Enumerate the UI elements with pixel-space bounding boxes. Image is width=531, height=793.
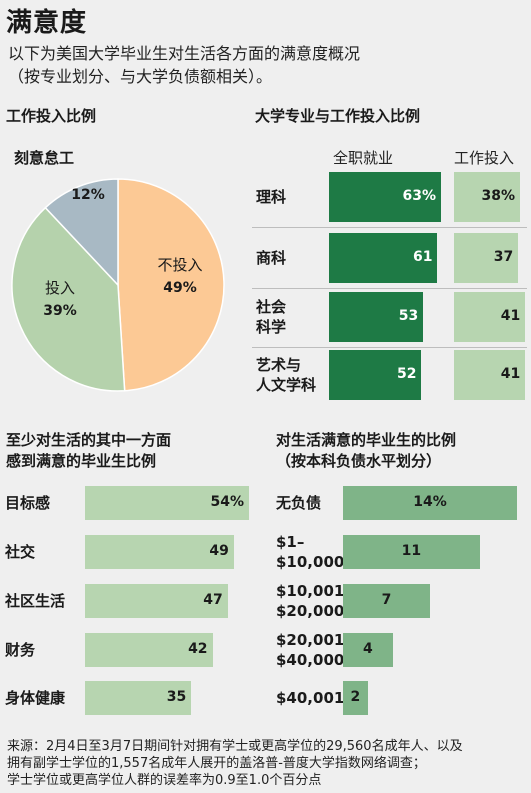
aspects-bar-value: 42	[188, 641, 208, 657]
debt-bar-value: 2	[350, 689, 361, 705]
major-bar-engaged-value: 38%	[481, 188, 515, 204]
aspects-bar	[85, 681, 192, 715]
major-bar-fulltime-value: 52	[396, 366, 417, 382]
major-bar-fulltime	[329, 292, 424, 342]
debt-chart-title: 对生活满意的毕业生的比例 （按本科负债水平划分）	[276, 430, 456, 472]
debt-row-label: $20,001– $40,000	[276, 630, 352, 670]
major-row-label: 商科	[256, 248, 286, 268]
major-row-divider	[252, 227, 527, 228]
aspects-bar	[85, 633, 213, 667]
aspects-bar-value: 47	[203, 592, 223, 608]
debt-row-label: $40,001+	[276, 688, 357, 708]
debt-row-label-line: $20,001–	[276, 631, 352, 649]
subtitle: 以下为美国大学毕业生对生活各方面的满意度概况 （按专业划分、与大学负债额相关）。	[8, 42, 523, 88]
pie-slice	[117, 178, 225, 392]
debt-row-label-line: $40,000	[276, 651, 345, 669]
pie-slice	[44, 178, 119, 287]
pie-slice-label: 投入	[45, 279, 75, 297]
subtitle-line-1: 以下为美国大学毕业生对生活各方面的满意度概况	[8, 44, 361, 63]
major-row-label: 艺术与 人文学科	[256, 355, 316, 395]
debt-row-label: $10,001– $20,000	[276, 581, 352, 621]
aspects-title-line-2: 感到满意的毕业生比例	[6, 452, 157, 470]
major-chart: 全职就业 工作投入理科 63% 38% 商科 61 37 社会科学 53 41 艺术与人文学科 52 4…	[252, 149, 527, 400]
major-bar-engaged-value: 41	[500, 366, 521, 382]
pie-slice	[11, 206, 126, 392]
major-bar-fulltime-value: 61	[412, 249, 433, 265]
debt-bar-value: 14%	[413, 494, 447, 510]
aspects-chart-title: 至少对生活的其中一方面 感到满意的毕业生比例	[6, 430, 171, 472]
major-bar-engaged	[454, 292, 526, 342]
major-row-label-line: 理科	[256, 188, 287, 206]
debt-row-label-line: $20,000	[276, 602, 345, 620]
major-row-label: 社会 科学	[256, 297, 286, 337]
major-row-label-line: 科学	[256, 318, 287, 336]
major-row-label-line: 社会	[256, 298, 287, 316]
pie-slice-value: 12%	[71, 187, 105, 203]
debt-row-label: 无负债	[276, 493, 321, 513]
aspects-row-label: 社区生活	[5, 592, 66, 610]
debt-chart: 无负债 14% $1– $10,000 11 $10,001– $20,000 7 $20,00…	[276, 486, 517, 715]
source-line-3: 学士学位或更高学位人群的误差率为0.9至1.0个百分点	[7, 773, 322, 788]
aspects-bar	[85, 486, 249, 520]
debt-bar	[343, 486, 517, 520]
debt-row-label-line: $1–	[276, 533, 305, 551]
pie-slice-label: 刻意怠工	[14, 149, 74, 167]
major-col-header: 全职就业	[333, 149, 394, 167]
major-col-header: 工作投入	[454, 149, 515, 167]
debt-bar-value: 11	[401, 543, 422, 559]
debt-bar	[343, 584, 430, 618]
source-note: 来源：2月4日至3月7日期间针对拥有学士或更高学位的29,560名成年人、以及 …	[7, 738, 527, 789]
page-title: 满意度	[6, 8, 88, 38]
major-bar-fulltime	[329, 233, 438, 283]
debt-bar	[343, 535, 480, 569]
pie-slice-value: 49%	[163, 280, 197, 296]
major-bar-engaged	[454, 350, 526, 400]
major-bar-engaged	[454, 233, 519, 283]
aspects-row-label: 身体健康	[5, 689, 66, 707]
aspects-row-label: 目标感	[5, 494, 51, 512]
major-bar-fulltime	[329, 172, 441, 222]
debt-row-label-line: 无负债	[276, 494, 322, 512]
aspects-bar-value: 54%	[210, 494, 244, 510]
source-line-1: 来源：2月4日至3月7日期间针对拥有学士或更高学位的29,560名成年人、以及	[7, 739, 463, 754]
debt-bar-value: 4	[362, 641, 373, 657]
debt-title-line-2: （按本科负债水平划分）	[276, 452, 442, 470]
debt-row-label-line: $40,001+	[276, 689, 357, 707]
aspects-row-label: 财务	[5, 641, 36, 659]
major-row-label: 理科	[256, 187, 286, 207]
debt-row-label: $1– $10,000	[276, 532, 344, 572]
major-bar-fulltime-value: 63%	[402, 188, 436, 204]
pie-chart-title: 工作投入比例	[6, 107, 97, 125]
subtitle-line-2: （按专业划分、与大学负债额相关）。	[8, 67, 273, 86]
major-chart-title: 大学专业与工作投入比例	[255, 107, 421, 125]
major-bar-engaged-value: 41	[500, 308, 521, 324]
aspects-bar-value: 35	[166, 689, 187, 705]
debt-title-line-1: 对生活满意的毕业生的比例	[276, 431, 457, 449]
aspects-title-line-1: 至少对生活的其中一方面	[6, 431, 172, 449]
debt-bar-value: 7	[381, 592, 392, 608]
aspects-row-label: 社交	[5, 543, 36, 561]
aspects-bar	[85, 584, 228, 618]
major-row-divider	[252, 347, 527, 348]
debt-row-label-line: $10,001–	[276, 582, 352, 600]
pie-slice-label: 不投入	[157, 256, 202, 274]
major-row-label-line: 艺术与	[256, 356, 302, 374]
source-line-2: 拥有副学士学位的1,557名成年人展开的盖洛普-普度大学指数网络调查；	[7, 756, 426, 771]
major-row-label-line: 人文学科	[256, 376, 317, 394]
aspects-chart: 目标感 54% 社交 49 社区生活 47 财务 42 身体健康 35	[0, 0, 270, 740]
pie-slice-value: 39%	[43, 303, 77, 319]
pie-chart: 不投入 49% 投入 39% 12% 刻意怠工	[11, 149, 225, 392]
major-bar-engaged	[454, 172, 520, 222]
debt-bar	[343, 681, 368, 715]
debt-bar	[343, 633, 393, 667]
major-bar-engaged-value: 37	[493, 249, 514, 265]
major-bar-fulltime	[329, 350, 422, 400]
debt-row-label-line: $10,000	[276, 553, 345, 571]
major-row-label-line: 商科	[256, 249, 287, 267]
major-row-divider	[252, 288, 527, 289]
major-bar-fulltime-value: 53	[398, 308, 419, 324]
aspects-bar	[85, 535, 234, 569]
aspects-bar-value: 49	[209, 543, 229, 559]
